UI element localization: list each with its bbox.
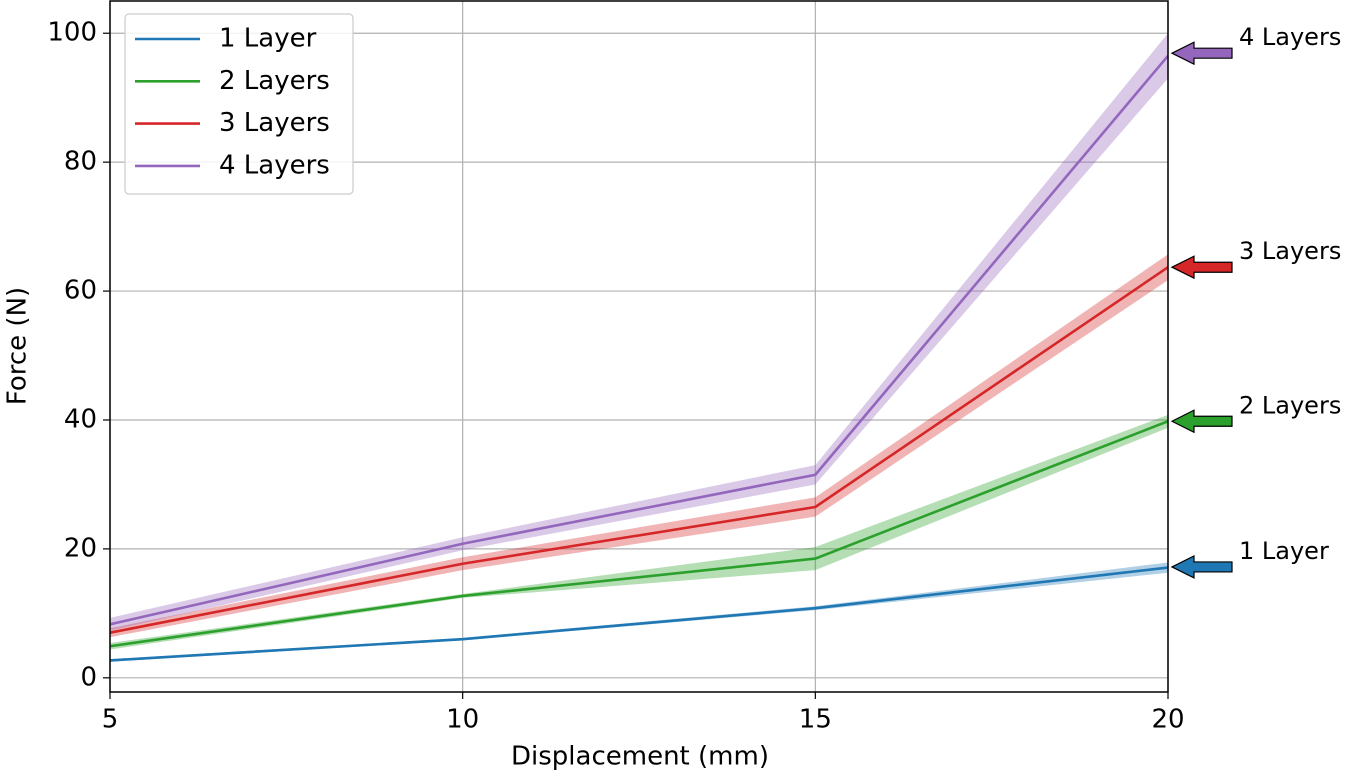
x-tick-label: 10	[446, 705, 479, 735]
annotation-arrow	[1170, 409, 1233, 434]
legend-label: 3 Layers	[219, 108, 330, 138]
x-tick-label: 5	[102, 705, 119, 735]
x-tick-label: 15	[799, 705, 832, 735]
series-line	[109, 54, 1169, 626]
series-line	[109, 266, 1169, 634]
y-tick-label: 60	[64, 276, 97, 306]
y-tick-label: 40	[64, 404, 97, 434]
annotation-text: 4 Layers	[1239, 23, 1341, 51]
series-line	[109, 420, 1169, 648]
annotation-arrow	[1170, 554, 1233, 579]
confidence-band	[110, 33, 1168, 631]
annotation-text: 1 Layer	[1239, 537, 1329, 565]
annotation-arrow	[1170, 41, 1233, 66]
y-tick-label: 0	[80, 662, 97, 692]
series-line	[109, 566, 1169, 662]
y-tick-label: 20	[64, 533, 97, 563]
x-tick-label: 20	[1151, 705, 1184, 735]
legend-label: 1 Layer	[219, 24, 317, 54]
y-axis-label: Force (N)	[3, 287, 33, 405]
y-tick-label: 80	[64, 147, 97, 177]
legend-box	[124, 13, 354, 195]
legend-label: 2 Layers	[219, 66, 330, 96]
y-tick-label: 100	[47, 18, 97, 48]
plot-frame	[109, 0, 1169, 693]
annotation-text: 3 Layers	[1239, 237, 1341, 265]
legend-label: 4 Layers	[219, 150, 330, 180]
annotation-text: 2 Layers	[1239, 391, 1341, 419]
annotation-arrow	[1170, 255, 1233, 280]
x-axis-label: Displacement (mm)	[511, 742, 769, 772]
